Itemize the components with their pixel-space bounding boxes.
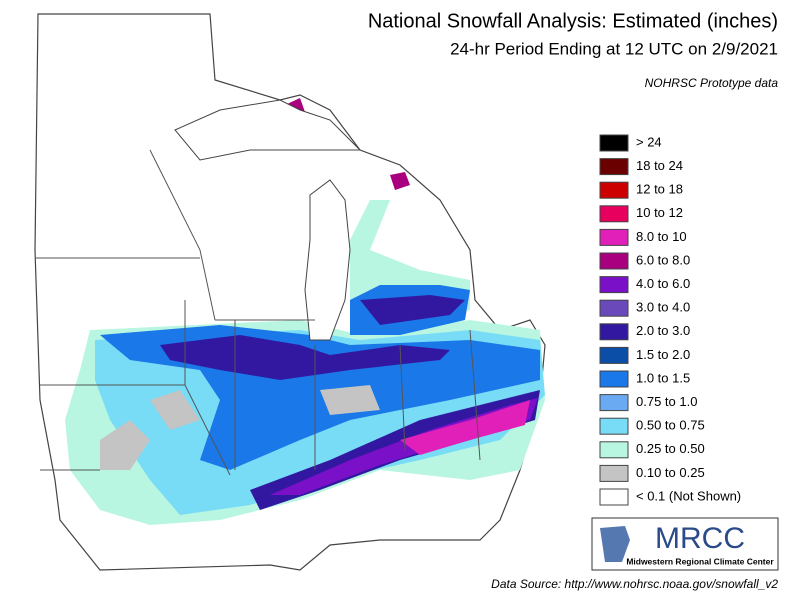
logo-icon — [600, 526, 630, 562]
snow-band — [285, 98, 410, 190]
snow-band — [360, 295, 465, 325]
legend-swatch — [599, 417, 629, 435]
legend-label: 18 to 24 — [636, 158, 683, 173]
logo: MRCC Midwestern Regional Climate Center — [591, 517, 779, 571]
lake-michigan — [304, 179, 351, 341]
legend-swatch — [599, 205, 629, 223]
legend-swatch — [599, 323, 629, 341]
legend-label: 1.0 to 1.5 — [636, 370, 690, 385]
legend-label: 1.5 to 2.0 — [636, 347, 690, 362]
snow-band — [400, 400, 530, 455]
legend-swatch — [599, 158, 629, 176]
legend-label: > 24 — [636, 134, 662, 149]
legend-label: 0.75 to 1.0 — [636, 394, 697, 409]
legend-swatch — [599, 488, 629, 506]
legend-label: 2.0 to 3.0 — [636, 323, 690, 338]
subtitle: 24-hr Period Ending at 12 UTC on 2/9/202… — [450, 39, 778, 58]
legend-swatch — [599, 464, 629, 482]
legend-label: 3.0 to 4.0 — [636, 300, 690, 315]
snow-band — [100, 385, 380, 470]
logo-name: MRCC — [655, 522, 745, 555]
legend-swatch — [599, 252, 629, 270]
snow-band — [160, 335, 450, 380]
legend-swatch — [599, 441, 629, 459]
legend-swatch — [599, 299, 629, 317]
legend-swatch — [599, 276, 629, 294]
data-source: Data Source: http://www.nohrsc.noaa.gov/… — [491, 577, 778, 591]
legend-swatch — [599, 181, 629, 199]
legend: > 24 18 to 24 12 to 18 10 to 12 8.0 to 10 6.0… — [599, 134, 741, 506]
legend-swatch — [599, 394, 629, 412]
state-borders — [35, 149, 481, 476]
legend-swatch — [599, 228, 629, 246]
logo-caption: Midwestern Regional Climate Center — [626, 556, 774, 566]
legend-label: 4.0 to 6.0 — [636, 276, 690, 291]
legend-label: < 0.1 (Not Shown) — [636, 488, 741, 503]
legend-label: 8.0 to 10 — [636, 229, 687, 244]
legend-swatch — [599, 370, 629, 388]
legend-label: 10 to 12 — [636, 205, 683, 220]
legend-label: 0.10 to 0.25 — [636, 465, 705, 480]
legend-label: 0.50 to 0.75 — [636, 418, 705, 433]
legend-swatch — [599, 346, 629, 364]
note: NOHRSC Prototype data — [645, 76, 779, 90]
legend-label: 12 to 18 — [636, 182, 683, 197]
title: National Snowfall Analysis: Estimated (i… — [368, 10, 778, 32]
legend-swatch — [599, 134, 629, 152]
legend-label: 0.25 to 0.50 — [636, 441, 705, 456]
legend-label: 6.0 to 8.0 — [636, 252, 690, 267]
map — [34, 13, 546, 571]
lake-superior — [174, 99, 362, 161]
